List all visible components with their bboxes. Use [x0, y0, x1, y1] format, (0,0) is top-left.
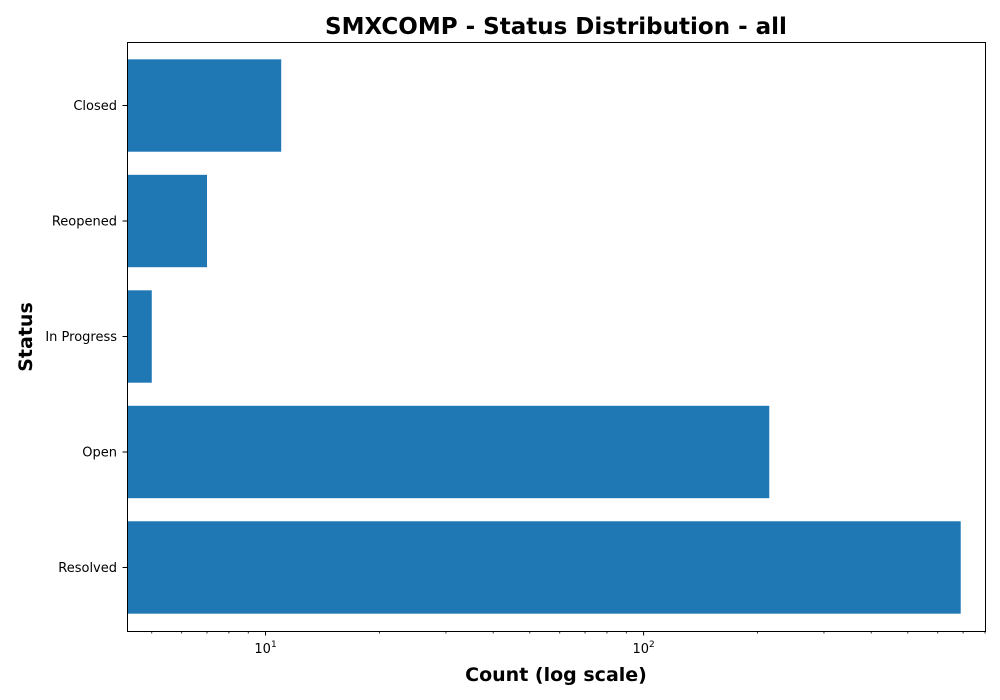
x-axis-label: Count (log scale)	[465, 664, 647, 686]
y-axis-label: Status	[15, 302, 37, 372]
x-ticks-group: 101 102	[151, 631, 986, 657]
bars-group	[127, 59, 961, 614]
bar-in-progress	[127, 290, 152, 383]
bar-closed	[127, 59, 282, 152]
y-tick-label: Reopened	[52, 215, 117, 230]
bar-open	[127, 405, 770, 499]
plot-area-frame	[127, 42, 986, 632]
chart-title: SMXCOMP - Status Distribution - all	[325, 14, 787, 40]
bar-resolved	[127, 521, 961, 614]
x-tick-label: 102	[632, 640, 654, 657]
y-tick-label: Open	[82, 445, 117, 460]
bar-reopened	[127, 174, 208, 268]
y-tick-label: In Progress	[45, 330, 117, 345]
x-tick-label: 101	[254, 640, 276, 657]
y-tick-label: Closed	[73, 99, 117, 114]
y-tick-label: Resolved	[58, 561, 117, 576]
y-ticks-group: Resolved Open In Progress Reopened Closed	[45, 99, 127, 576]
